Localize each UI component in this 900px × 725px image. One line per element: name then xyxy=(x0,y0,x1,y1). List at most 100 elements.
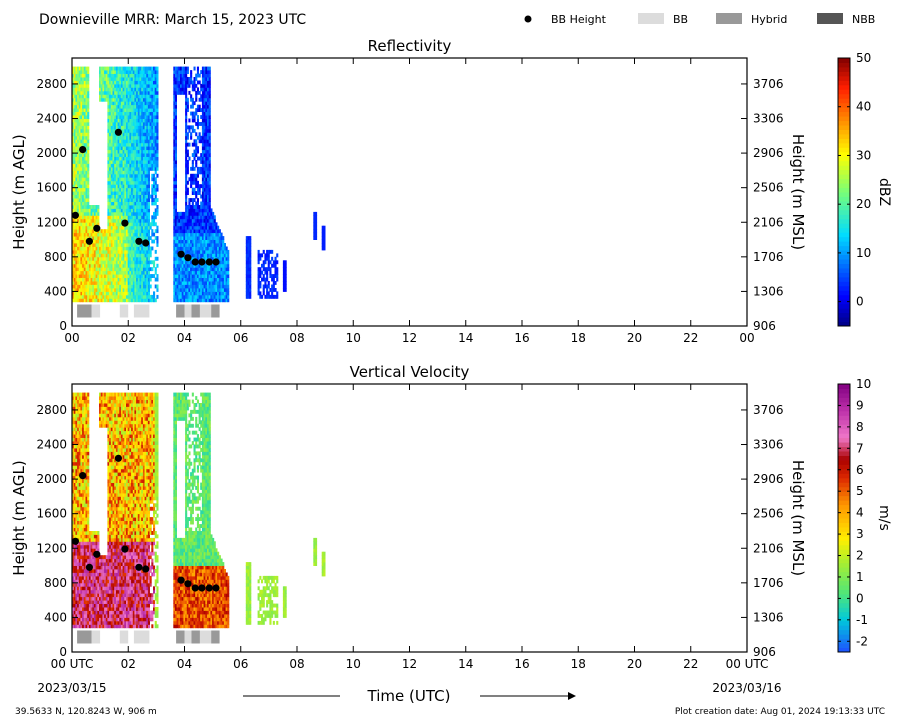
colorbar-tick-label: 4 xyxy=(856,506,864,520)
y-tick-label: 2800 xyxy=(36,403,67,417)
bb-height-point xyxy=(142,239,150,247)
colorbar-tick-label: 5 xyxy=(856,484,864,498)
colorbar-tick-label: -2 xyxy=(856,634,868,648)
panel-title-vertical-velocity: Vertical Velocity xyxy=(350,363,470,381)
start-date-label: 2023/03/15 xyxy=(37,681,106,695)
bb-type-block xyxy=(133,630,150,644)
legend-swatch-bb xyxy=(638,13,664,24)
bb-height-points xyxy=(71,454,220,592)
bb-height-point xyxy=(71,211,79,219)
bb-height-point xyxy=(205,584,213,592)
bb-type-block xyxy=(211,304,220,318)
x-tick-label: 18 xyxy=(571,657,586,671)
y2-tick-label: 3706 xyxy=(753,403,784,417)
bb-height-point xyxy=(198,258,206,266)
plot-frame xyxy=(71,57,748,327)
y2-tick-label: 906 xyxy=(753,645,776,659)
colorbar-tick-label: 50 xyxy=(856,51,871,65)
y2-tick-label: 1306 xyxy=(753,284,784,298)
y2-axis-label: Height (m MSL) xyxy=(789,134,807,250)
bb-height-point xyxy=(212,258,220,266)
station-location: 39.5633 N, 120.8243 W, 906 m xyxy=(15,707,157,717)
bb-height-point xyxy=(85,237,93,245)
bb-type-block xyxy=(133,304,150,318)
bb-type-block xyxy=(184,304,192,318)
figure-title: Downieville MRR: March 15, 2023 UTC xyxy=(39,12,306,28)
header-legend: BB Height BB Hybrid NBB xyxy=(524,13,875,26)
y2-tick-label: 906 xyxy=(753,319,776,333)
bb-type-block xyxy=(184,630,192,644)
bb-height-point xyxy=(93,550,101,558)
y2-tick-label: 2506 xyxy=(753,507,784,521)
bb-type-block xyxy=(176,630,185,644)
colorbar-tick-label: 9 xyxy=(856,398,864,412)
legend-swatch-nbb xyxy=(817,13,843,24)
colorbar-label: dBZ xyxy=(876,178,892,206)
y2-tick-label: 2106 xyxy=(753,541,784,555)
colorbar-tick-label: 10 xyxy=(856,246,871,260)
x-tick-label: 00 UTC xyxy=(51,657,94,671)
y-tick-label: 2000 xyxy=(36,472,67,486)
bb-type-block xyxy=(119,630,129,644)
bb-type-block xyxy=(191,630,200,644)
y-tick-label: 1200 xyxy=(36,541,67,555)
colorbar-tick-label: 7 xyxy=(856,441,864,455)
bb-type-block xyxy=(211,630,220,644)
y2-tick-label: 1706 xyxy=(753,576,784,590)
x-tick-label: 02 xyxy=(121,331,136,345)
x-tick-label: 20 xyxy=(627,331,642,345)
x-tick-label: 16 xyxy=(514,657,529,671)
legend-label-nbb: NBB xyxy=(852,13,875,26)
y2-axis-label: Height (m MSL) xyxy=(789,460,807,576)
x-tick-label: 00 xyxy=(64,331,79,345)
bb-type-blocks xyxy=(77,630,220,644)
bb-height-point xyxy=(121,219,129,227)
y-tick-label: 1600 xyxy=(36,181,67,195)
x-tick-label: 06 xyxy=(233,331,248,345)
bb-height-point xyxy=(184,254,192,262)
end-date-label: 2023/03/16 xyxy=(712,681,781,695)
y-tick-label: 2000 xyxy=(36,146,67,160)
bb-type-block xyxy=(77,304,92,318)
y-tick-label: 0 xyxy=(59,319,67,333)
bb-type-block xyxy=(200,630,212,644)
y-tick-label: 400 xyxy=(44,610,67,624)
x-tick-label: 18 xyxy=(571,331,586,345)
y2-tick-label: 2906 xyxy=(753,146,784,160)
x-tick-label: 16 xyxy=(514,331,529,345)
bb-type-block xyxy=(119,304,129,318)
x-tick-label: 04 xyxy=(177,657,192,671)
bb-type-block xyxy=(191,304,200,318)
bb-height-point xyxy=(114,128,122,136)
bb-height-point xyxy=(114,454,122,462)
y-tick-label: 2800 xyxy=(36,77,67,91)
colorbar-tick-label: 0 xyxy=(856,591,864,605)
x-tick-label: 14 xyxy=(458,657,473,671)
bb-type-block xyxy=(91,630,101,644)
x-tick-label: 08 xyxy=(289,657,304,671)
y2-tick-label: 1706 xyxy=(753,250,784,264)
colorbar-tick-label: 0 xyxy=(856,295,864,309)
bb-height-point xyxy=(142,565,150,573)
x-tick-label: 12 xyxy=(402,657,417,671)
x-tick-label: 10 xyxy=(346,657,361,671)
bb-height-point xyxy=(135,563,143,571)
bb-height-point xyxy=(191,584,199,592)
time-arrow-head xyxy=(568,692,576,700)
bb-height-point xyxy=(198,584,206,592)
bb-type-block xyxy=(176,304,185,318)
colorbar-tick-label: 1 xyxy=(856,570,864,584)
bb-height-point xyxy=(135,237,143,245)
y2-tick-label: 2906 xyxy=(753,472,784,486)
colorbar-vertical-velocity: -2 -1 0 1 2 3 4 5 6 7 8 9 10 m/s xyxy=(837,377,892,653)
x-tick-label: 20 xyxy=(627,657,642,671)
y2-tick-label: 1306 xyxy=(753,610,784,624)
y2-tick-label: 2106 xyxy=(753,215,784,229)
bb-height-point xyxy=(205,258,213,266)
bb-height-point xyxy=(79,146,87,154)
y-tick-label: 800 xyxy=(44,250,67,264)
